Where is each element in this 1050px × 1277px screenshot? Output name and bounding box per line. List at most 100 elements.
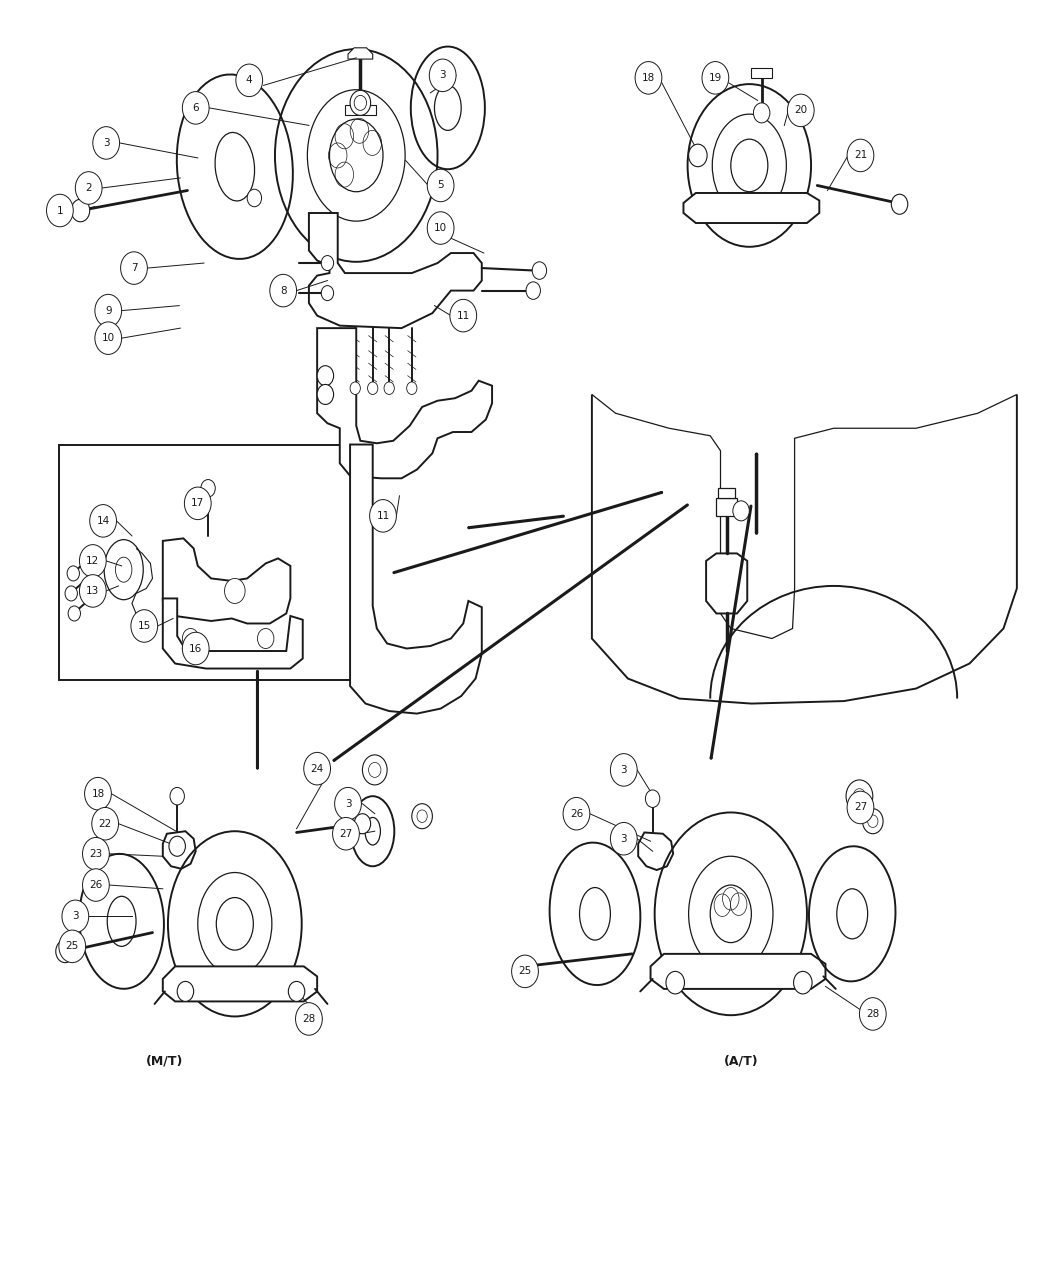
Text: 22: 22 [99, 819, 111, 829]
Circle shape [257, 628, 274, 649]
Text: 11: 11 [457, 310, 470, 321]
Polygon shape [163, 967, 317, 1001]
Circle shape [354, 813, 371, 834]
Circle shape [183, 632, 209, 665]
Polygon shape [716, 498, 737, 516]
Circle shape [59, 930, 86, 963]
Circle shape [46, 194, 74, 227]
Circle shape [270, 275, 296, 306]
Text: 20: 20 [794, 106, 807, 115]
Circle shape [847, 792, 874, 824]
Circle shape [335, 788, 361, 820]
Text: 25: 25 [65, 941, 79, 951]
Circle shape [563, 797, 590, 830]
Circle shape [83, 868, 109, 902]
Text: 3: 3 [621, 834, 627, 844]
Polygon shape [317, 328, 492, 479]
Text: 28: 28 [302, 1014, 316, 1024]
Circle shape [429, 59, 456, 92]
Text: 26: 26 [89, 880, 103, 890]
Circle shape [295, 1002, 322, 1036]
Circle shape [862, 808, 883, 834]
Text: 19: 19 [709, 73, 722, 83]
Circle shape [788, 94, 814, 126]
Circle shape [94, 322, 122, 355]
Circle shape [417, 810, 427, 822]
Circle shape [350, 382, 360, 395]
Circle shape [526, 282, 541, 299]
Circle shape [83, 838, 109, 870]
Circle shape [362, 755, 387, 785]
Circle shape [384, 382, 395, 395]
Circle shape [289, 982, 304, 1001]
Text: 10: 10 [434, 223, 447, 232]
Text: (M/T): (M/T) [146, 1055, 184, 1068]
Circle shape [427, 169, 454, 202]
Circle shape [368, 382, 378, 395]
Circle shape [369, 762, 381, 778]
Text: 21: 21 [854, 151, 867, 161]
Text: 18: 18 [91, 789, 105, 798]
Text: 3: 3 [439, 70, 446, 80]
Circle shape [185, 487, 211, 520]
Circle shape [867, 815, 878, 827]
Circle shape [80, 575, 106, 608]
Polygon shape [718, 488, 735, 498]
Polygon shape [309, 213, 482, 328]
Text: 2: 2 [85, 183, 92, 193]
Circle shape [131, 609, 158, 642]
Circle shape [56, 940, 75, 963]
Text: 3: 3 [72, 912, 79, 921]
Circle shape [689, 144, 707, 167]
Text: 8: 8 [280, 286, 287, 295]
FancyBboxPatch shape [344, 106, 376, 115]
Circle shape [321, 286, 334, 300]
Circle shape [317, 384, 334, 405]
Circle shape [201, 480, 215, 497]
Text: 6: 6 [192, 103, 200, 112]
Circle shape [511, 955, 539, 987]
Circle shape [92, 126, 120, 160]
Text: 15: 15 [138, 621, 151, 631]
Text: 9: 9 [105, 305, 111, 315]
Circle shape [610, 822, 637, 856]
Circle shape [236, 64, 262, 97]
Circle shape [94, 295, 122, 327]
Circle shape [350, 91, 371, 115]
Circle shape [303, 752, 331, 785]
Text: 10: 10 [102, 333, 114, 344]
Circle shape [225, 578, 245, 604]
Circle shape [333, 817, 359, 850]
Circle shape [169, 836, 186, 857]
Polygon shape [350, 444, 482, 714]
Circle shape [177, 982, 193, 1001]
Circle shape [754, 103, 770, 123]
Polygon shape [638, 833, 673, 870]
Circle shape [65, 586, 78, 601]
Text: 7: 7 [130, 263, 138, 273]
Circle shape [183, 628, 198, 649]
Circle shape [846, 780, 873, 812]
Text: 14: 14 [97, 516, 110, 526]
Circle shape [646, 790, 659, 807]
Text: 23: 23 [89, 849, 103, 858]
Text: 1: 1 [57, 206, 63, 216]
Polygon shape [684, 193, 819, 223]
Circle shape [854, 789, 865, 803]
Circle shape [370, 499, 397, 533]
Circle shape [80, 544, 106, 577]
Circle shape [513, 956, 532, 979]
Circle shape [317, 365, 334, 386]
Circle shape [666, 972, 685, 994]
Circle shape [121, 252, 147, 285]
Text: 11: 11 [376, 511, 390, 521]
FancyBboxPatch shape [752, 68, 772, 78]
Text: 16: 16 [189, 644, 203, 654]
Circle shape [860, 997, 886, 1031]
Text: 12: 12 [86, 555, 100, 566]
Circle shape [321, 255, 334, 271]
Circle shape [794, 972, 812, 994]
Polygon shape [163, 539, 291, 623]
Text: 25: 25 [519, 967, 531, 977]
Circle shape [71, 199, 89, 222]
